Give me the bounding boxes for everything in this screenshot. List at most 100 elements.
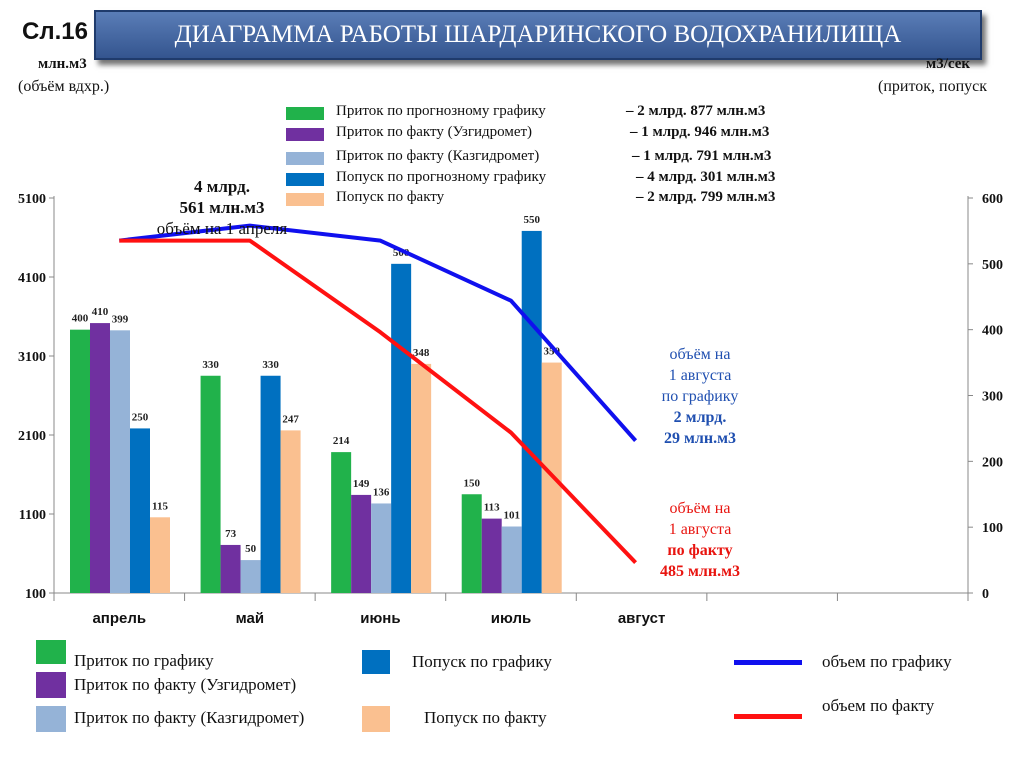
bar-data-label: 550 (523, 214, 540, 226)
legend-total: – 1 млрд. 946 млн.м3 (630, 124, 770, 140)
annotation-line: 1 августа (668, 367, 732, 384)
bar-data-label: 149 (353, 478, 370, 490)
legend-label: Приток по факту (Казгидромет) (336, 148, 540, 164)
legend-swatch-inflow-kz (36, 706, 66, 732)
y-right-tick-label: 100 (982, 521, 1003, 536)
volume-line-1 (119, 238, 638, 564)
y-right-tick-label: 200 (982, 455, 1003, 470)
y-right-tick-label: 400 (982, 324, 1003, 339)
category-label: июнь (360, 610, 400, 627)
y-left-tick-label: 100 (25, 587, 46, 602)
annotation-line: по графику (661, 388, 739, 405)
bar-data-label: 101 (503, 510, 520, 522)
y-left-tick-label: 2100 (18, 429, 46, 444)
y-left-tick-label: 5100 (18, 192, 46, 207)
bar-2-2 (371, 503, 392, 593)
bar-2-0 (110, 330, 130, 593)
bar-data-label: 50 (245, 543, 257, 555)
bar-data-label: 330 (262, 359, 279, 371)
legend-inflow-kz: Приток по факту (Казгидромет) (74, 708, 305, 727)
annotation-fact-volume: объём на 1 августа по факту 485 млн.м3 (640, 498, 760, 582)
annotation-plan-volume: объём на 1 августа по графику 2 млрд. 29… (640, 344, 760, 449)
annotation-line: 1 августа (668, 521, 732, 538)
y-right-tick-label: 0 (982, 587, 989, 602)
annotation-line: объём на (669, 500, 731, 517)
legend-swatch-release-plan (362, 650, 390, 674)
bar-3-2 (391, 263, 412, 593)
bar-data-label: 150 (463, 477, 480, 489)
legend-label: Приток по факту (Узгидромет) (336, 124, 533, 140)
bar-data-label: 115 (152, 500, 168, 512)
bar-0-0 (70, 329, 90, 593)
category-label: апрель (92, 610, 146, 627)
y-right-tick-label: 500 (982, 258, 1003, 273)
left-axis-unit: млн.м3 (38, 56, 87, 72)
annotation-line: по факту (667, 542, 733, 559)
volume-line-0 (119, 223, 638, 442)
legend-swatch-release-fact (362, 706, 390, 732)
category-label: июль (491, 610, 531, 627)
bar-3-0 (130, 428, 150, 593)
right-axis-unit: м3/сек (926, 56, 971, 72)
bar-data-label: 247 (282, 413, 299, 425)
legend-swatch-inflow-plan (36, 640, 66, 664)
annotation-line: объём на 1 апреля (156, 219, 288, 238)
bar-data-label: 113 (484, 502, 500, 514)
y-right-tick-label: 300 (982, 390, 1003, 405)
legend-total: – 2 млрд. 799 млн.м3 (636, 189, 776, 205)
bar-data-label: 136 (373, 486, 390, 498)
bar-data-label: 348 (413, 347, 430, 359)
bar-2-3 (501, 526, 522, 593)
bar-data-label: 400 (72, 313, 89, 325)
annotation-line: 2 млрд. (673, 409, 727, 426)
legend-total: – 4 млрд. 301 млн.м3 (636, 169, 776, 185)
legend-volume-fact: объем по факту (822, 696, 935, 715)
bar-1-0 (90, 323, 110, 593)
bar-data-label: 250 (132, 411, 149, 423)
bar-3-1 (260, 375, 281, 593)
y-left-tick-label: 4100 (18, 271, 46, 286)
legend-release-plan: Попуск по графику (412, 652, 552, 671)
legend-swatch-inflow-uz (36, 672, 66, 698)
legend-inflow-plan: Приток по графику (74, 651, 214, 670)
category-label: май (236, 610, 264, 627)
legend-swatch (286, 152, 324, 165)
bar-1-3 (481, 518, 502, 593)
legend-line-volume-plan (734, 660, 802, 665)
annotation-line: 485 млн.м3 (660, 563, 740, 580)
bar-1-1 (220, 544, 241, 593)
y-right-tick-label: 600 (982, 192, 1003, 207)
legend-swatch (286, 173, 324, 186)
bar-data-label: 410 (92, 306, 109, 318)
bar-0-2 (331, 452, 352, 593)
legend-swatch (286, 107, 324, 120)
left-axis-caption: (объём вдхр.) (18, 78, 110, 95)
bar-data-label: 500 (393, 247, 410, 259)
bar-data-label: 214 (333, 435, 350, 447)
annotation-line: 29 млн.м3 (664, 430, 736, 447)
annotation-line: 4 млрд. (194, 177, 250, 196)
annotation-line: объём на (669, 346, 731, 363)
legend-inflow-uz: Приток по факту (Узгидромет) (74, 675, 297, 694)
legend-release-fact: Попуск по факту (424, 708, 547, 727)
legend-volume-plan: объем по графику (822, 652, 952, 671)
legend-swatch (286, 128, 324, 141)
bar-4-2 (411, 363, 432, 593)
bar-4-0 (150, 517, 170, 593)
legend-line-volume-fact (734, 714, 802, 719)
y-left-tick-label: 1100 (19, 508, 46, 523)
annotation-line: 561 млн.м3 (179, 198, 265, 217)
bar-4-1 (280, 430, 301, 593)
y-left-tick-label: 3100 (18, 350, 46, 365)
legend-label: Попуск по факту (336, 189, 445, 205)
bar-3-3 (521, 230, 542, 593)
legend-total: – 1 млрд. 791 млн.м3 (632, 148, 772, 164)
bar-data-label: 73 (225, 528, 237, 540)
annotation-april-volume: 4 млрд. 561 млн.м3 объём на 1 апреля (142, 176, 302, 239)
legend-total: – 2 млрд. 877 млн.м3 (626, 103, 766, 119)
bar-0-1 (200, 375, 221, 593)
legend-swatch (286, 193, 324, 206)
chart-title: ДИАГРАММА РАБОТЫ ШАРДАРИНСКОГО ВОДОХРАНИ… (94, 10, 982, 60)
right-axis-caption: (приток, попуск (878, 78, 988, 95)
